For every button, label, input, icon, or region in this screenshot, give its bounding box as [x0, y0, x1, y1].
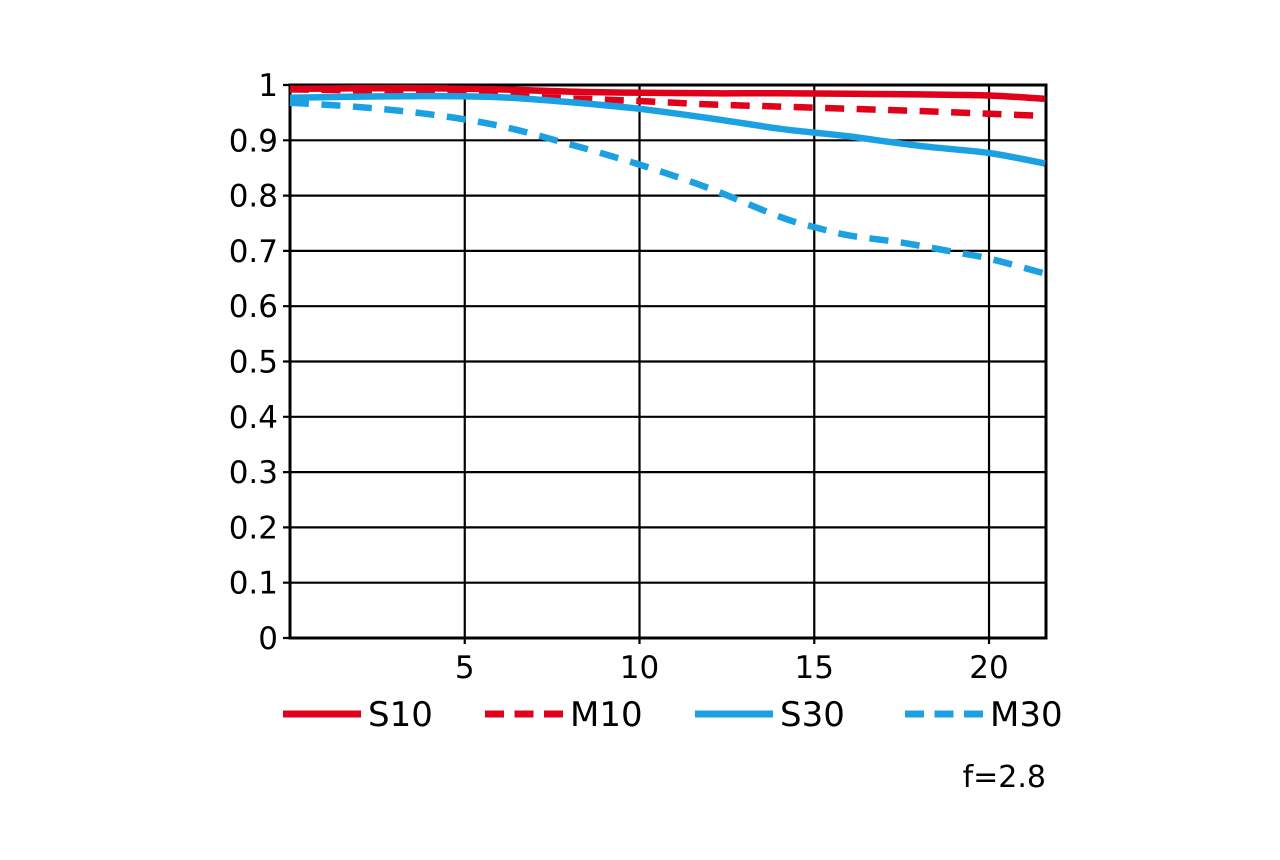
y-axis-tick-label: 0	[258, 621, 278, 657]
x-axis-tick-label: 20	[969, 650, 1008, 686]
y-axis-tick-label: 0.6	[229, 289, 278, 325]
y-axis-tick-label: 0.5	[229, 345, 278, 381]
y-axis-tick-label: 0.8	[229, 179, 278, 215]
x-axis-tick-label: 10	[620, 650, 659, 686]
curve-s30	[289, 92, 1046, 167]
legend-label-m30: M30	[990, 695, 1063, 735]
legend-label-s30: S30	[780, 695, 845, 735]
x-axis-tick-label: 5	[455, 650, 475, 686]
curve-m10	[289, 86, 1046, 120]
y-axis-tick-label: 0.3	[229, 455, 278, 491]
plot-border	[288, 83, 1048, 640]
x-axis-tick-label: 15	[795, 650, 834, 686]
y-axis-tick-label: 0.9	[229, 123, 278, 159]
legend-label-m10: M10	[570, 695, 643, 735]
y-axis-tick-label: 0.2	[229, 510, 278, 546]
y-axis-tick-label: 0.7	[229, 234, 278, 270]
y-axis-tick-label: 0.1	[229, 566, 278, 602]
legend-label-s10: S10	[368, 695, 433, 735]
curve-s10	[289, 84, 1046, 103]
aperture-annotation: f=2.8	[962, 760, 1046, 795]
y-axis-tick-label: 0.4	[229, 400, 278, 436]
y-axis-tick-label: 1	[258, 68, 278, 104]
curve-m30	[289, 99, 1046, 277]
